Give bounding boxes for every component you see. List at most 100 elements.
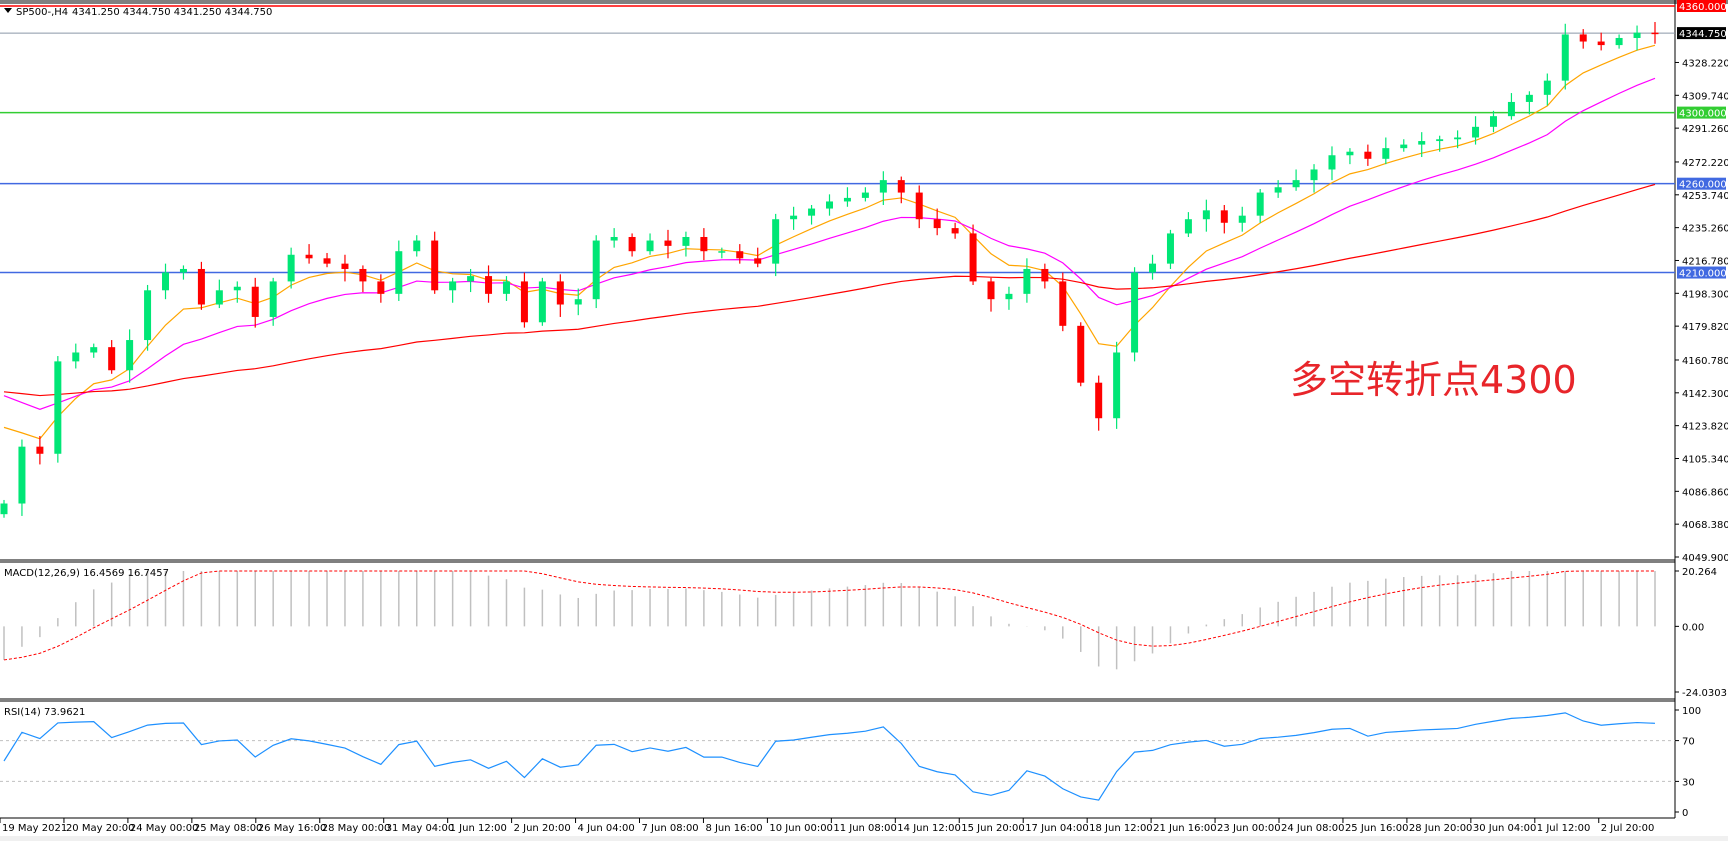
candle-body [287, 254, 295, 282]
level-price-badge [1677, 177, 1726, 190]
price-tick-label: 4179.820 [1682, 322, 1728, 333]
ohlc-label: 4341.250 4344.750 4341.250 4344.750 [72, 7, 272, 18]
candle-body [843, 197, 851, 202]
candle-body [1202, 210, 1210, 220]
time-tick-label: 24 May 00:00 [130, 823, 199, 834]
candle-body [341, 263, 349, 269]
candle-body [18, 446, 26, 504]
candle-body [592, 240, 600, 300]
macd-label: MACD(12,26,9) 16.4569 16.7457 [4, 568, 169, 579]
time-tick-label: 21 Jun 16:00 [1153, 823, 1217, 834]
candle-body [1418, 141, 1426, 145]
candle-body [1077, 325, 1085, 383]
candle-body [933, 219, 941, 229]
candle-body [1597, 41, 1605, 46]
candle-body [538, 281, 546, 323]
candle-body [215, 290, 223, 305]
candle-body [915, 192, 923, 220]
candle-body [54, 361, 62, 454]
candle-body [1382, 148, 1390, 159]
candle-body [1131, 272, 1139, 353]
time-tick-label: 1 Jun 12:00 [450, 823, 507, 834]
candle-body [395, 251, 403, 294]
level-price-badge [1677, 106, 1726, 119]
price-tick-label: 4068.380 [1682, 520, 1728, 531]
candle-body [1274, 187, 1282, 193]
level-price-label: 4344.750 [1679, 29, 1727, 40]
time-tick-label: 8 Jun 16:00 [705, 823, 762, 834]
candle-body [0, 503, 8, 515]
candle-body [305, 254, 313, 259]
candle-body [969, 233, 977, 282]
candle-body [126, 340, 134, 371]
candle-body [1005, 293, 1013, 300]
candle-body [826, 201, 833, 209]
candle-body [628, 236, 636, 252]
candle-body [1238, 215, 1246, 223]
candle-body [1166, 233, 1174, 264]
level-price-badge [1677, 0, 1726, 12]
candle-body [987, 281, 995, 300]
time-tick-label: 19 May 2021 [2, 823, 67, 834]
candle-body [1400, 144, 1408, 149]
price-tick-label: 4291.260 [1682, 124, 1728, 135]
candle-body [144, 290, 152, 341]
candle-body [1023, 268, 1031, 294]
candle-body [413, 240, 421, 252]
time-tick-label: 1 Jul 12:00 [1537, 823, 1591, 834]
candle-body [1095, 382, 1103, 419]
candle-body [1346, 151, 1354, 156]
candle-body [1292, 180, 1300, 188]
candle-body [1310, 169, 1318, 181]
candle-body [1059, 281, 1067, 326]
candle-body [610, 236, 618, 241]
candle-body [251, 286, 259, 317]
time-tick-label: 18 Jun 12:00 [1089, 823, 1153, 834]
level-price-label: 4260.000 [1679, 180, 1727, 191]
candle-body [323, 258, 331, 264]
candle-body [646, 240, 654, 252]
candle-body [108, 347, 116, 371]
time-tick-label: 24 Jun 08:00 [1281, 823, 1345, 834]
candle-body [574, 299, 582, 305]
horizontal-levels [0, 5, 1675, 274]
macd-signal-line [3, 570, 1655, 661]
time-tick-label: 28 Jun 20:00 [1409, 823, 1473, 834]
ma-fast-line [3, 44, 1656, 440]
rsi-tick-label: 70 [1682, 737, 1695, 748]
time-tick-label: 17 Jun 04:00 [1025, 823, 1089, 834]
triangle-down-icon[interactable] [4, 8, 12, 13]
price-tick-label: 4235.260 [1682, 224, 1728, 235]
time-tick-label: 11 Jun 08:00 [833, 823, 897, 834]
status-strip [0, 836, 1728, 841]
candle-body [897, 180, 905, 193]
candle-body [485, 276, 493, 294]
candle-body [790, 215, 798, 220]
candle-body [754, 258, 762, 264]
price-tick-label: 4142.300 [1682, 389, 1728, 400]
candle-body [431, 240, 439, 291]
rsi-label: RSI(14) 73.9621 [4, 707, 85, 718]
candle-body [1633, 32, 1641, 38]
candle-body [682, 236, 690, 246]
rsi-tick-label: 100 [1682, 706, 1701, 717]
candle-body [233, 286, 241, 291]
candle-body [179, 268, 187, 273]
candle-body [1579, 34, 1587, 42]
price-tick-label: 4198.300 [1682, 289, 1728, 300]
macd-tick-label: 20.264 [1682, 567, 1717, 578]
price-tick-label: 4272.220 [1682, 158, 1728, 169]
ma-slow-line [3, 183, 1656, 397]
time-tick-label: 4 Jun 04:00 [578, 823, 635, 834]
candle-body [808, 208, 816, 216]
candle-body [1041, 268, 1049, 282]
time-tick-label: 31 May 04:00 [386, 823, 455, 834]
time-tick-label: 28 May 00:00 [322, 823, 391, 834]
macd-pane: 20.264 0.00 -24.0303 [3, 567, 1727, 699]
candle-body [269, 281, 277, 317]
time-tick-label: 2 Jun 20:00 [514, 823, 571, 834]
rsi-tick-label: 0 [1682, 808, 1688, 819]
price-axis: 4328.220 4309.740 4291.260 4272.220 4253.740… [1675, 0, 1728, 564]
time-tick-label: 7 Jun 08:00 [642, 823, 699, 834]
